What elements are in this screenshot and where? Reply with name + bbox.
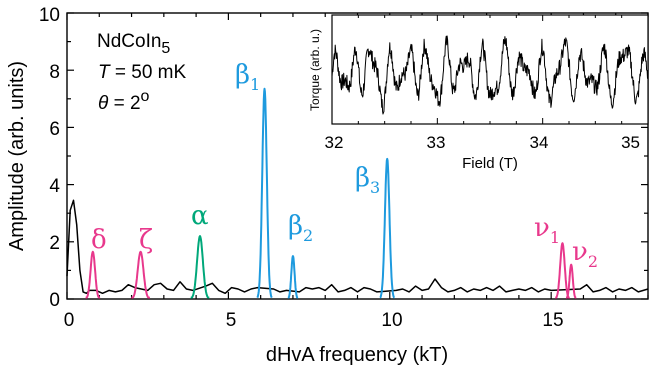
peak-0 [85, 250, 101, 299]
x-tick-label: 5 [226, 310, 237, 331]
peak-5 [379, 157, 396, 299]
peak-label-nu1: ν1 [534, 213, 560, 247]
peak-1 [130, 250, 151, 299]
main-x-axis-title: dHvA frequency (kT) [266, 344, 448, 366]
y-tick-label: 2 [49, 233, 60, 254]
material-subscript: 5 [161, 40, 170, 57]
x-tick-label: 0 [64, 310, 75, 331]
angle-label: θ = 2o [98, 88, 150, 114]
y-tick-label: 10 [39, 5, 60, 26]
peak-label-delta: δ [91, 225, 107, 255]
y-tick-label: 0 [49, 290, 60, 311]
material-label: NdCoIn5 [97, 31, 170, 57]
inset-chart: Torque (arb. u.) Field (T) 32 33 34 35 [308, 14, 649, 172]
inset-x-tick-label: 33 [427, 133, 446, 152]
y-tick-label: 4 [49, 176, 60, 197]
spectrum-baseline [66, 199, 649, 295]
inset-y-axis-title: Torque (arb. u.) [308, 29, 322, 111]
main-y-tick-labels: 0 2 4 6 8 10 [39, 5, 61, 311]
inset-x-tick-label: 32 [325, 133, 344, 152]
peak-label-nu2: ν2 [572, 237, 598, 271]
x-tick-label: 15 [542, 310, 563, 331]
peak-labels: δ ζ α β1 β2 β3 ν1 ν2 [91, 60, 598, 271]
torque-trace [331, 35, 649, 115]
inset-plot-frame [331, 14, 649, 125]
inset-x-axis-title: Field (T) [462, 155, 518, 172]
main-x-tick-labels: 0 5 10 15 [64, 310, 564, 331]
peak-2 [190, 235, 210, 299]
peak-label-beta2: β2 [288, 211, 313, 245]
peak-3 [256, 87, 273, 299]
main-baseline-layer [66, 199, 649, 295]
temperature-label: T = 50 mK [98, 62, 187, 83]
inset-x-tick-label: 35 [621, 133, 640, 152]
peak-4 [287, 255, 299, 299]
peak-label-beta3: β3 [355, 163, 380, 197]
y-tick-label: 6 [49, 119, 60, 140]
main-y-axis-title: Amplitude (arb. units) [6, 61, 28, 251]
peak-label-beta1: β1 [235, 60, 260, 94]
x-tick-label: 10 [381, 310, 402, 331]
y-tick-label: 8 [49, 62, 60, 83]
inset-x-tick-label: 34 [530, 133, 549, 152]
inset-tick-marks [331, 15, 649, 124]
peak-label-alpha: α [191, 201, 209, 231]
peak-7 [565, 263, 578, 299]
peak-label-zeta: ζ [139, 225, 153, 255]
sample-annotation: NdCoIn5 T = 50 mK θ = 2o [97, 31, 187, 114]
main-peaks-layer [85, 87, 578, 299]
inset-trace-layer [331, 35, 649, 115]
